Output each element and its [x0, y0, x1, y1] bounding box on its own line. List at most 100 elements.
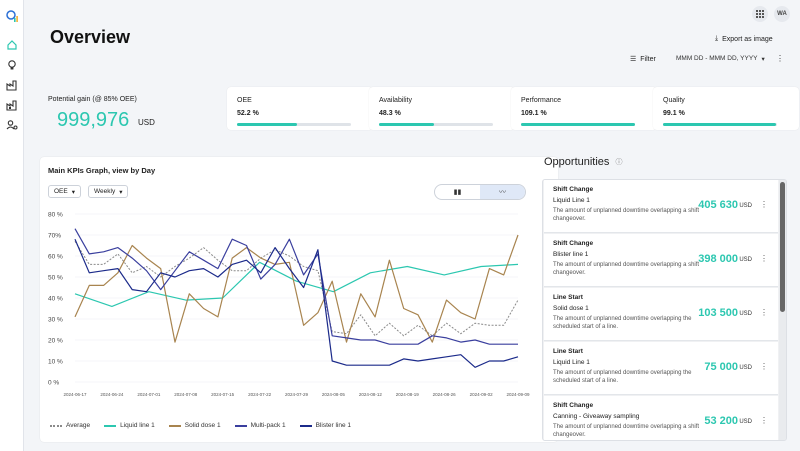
opportunity-card[interactable]: Line Start Solid dose 1 The amount of un… [544, 288, 778, 341]
more-options-icon[interactable]: ⋮ [760, 416, 768, 425]
opportunity-title: Line Start [553, 348, 583, 355]
opportunity-value: 398 000 [698, 253, 738, 265]
legend-multi-pack-1[interactable]: Multi-pack 1 [234, 422, 286, 429]
x-tick-label: 2024-06-17 [63, 392, 87, 397]
opportunity-unit: USD [739, 419, 752, 425]
more-options-icon[interactable]: ⋮ [776, 54, 784, 63]
legend-label: Liquid line 1 [120, 422, 155, 429]
chevron-down-icon: ▾ [71, 188, 75, 196]
y-tick-label: 10 % [48, 359, 63, 366]
kpi-card-performance[interactable]: Performance 109.1 % [511, 87, 657, 130]
kpi-value: 99.1 % [663, 110, 685, 117]
opportunity-card[interactable]: Line Start Liquid Line 1 The amount of u… [544, 342, 778, 395]
potential-gain-unit: USD [138, 118, 155, 127]
apps-grid-icon[interactable] [752, 6, 768, 22]
main-content: Overview WA ⤓ Export as image ☰ Filter M… [24, 0, 800, 451]
metric-select-value: OEE [54, 188, 68, 195]
opportunity-title: Shift Change [553, 186, 594, 193]
avatar[interactable]: WA [774, 6, 790, 22]
opportunity-card[interactable]: Shift Change Canning - Giveaway sampling… [544, 396, 778, 440]
opportunity-subtitle: Blister line 1 [553, 251, 589, 258]
user-settings-icon[interactable] [4, 117, 20, 133]
y-tick-label: 80 % [48, 212, 63, 219]
period-select[interactable]: Weekly ▾ [88, 185, 129, 198]
filter-button[interactable]: ☰ Filter [630, 55, 656, 64]
more-options-icon[interactable]: ⋮ [760, 254, 768, 263]
legend-average[interactable]: Average [50, 422, 90, 429]
legend-label: Multi-pack 1 [250, 422, 286, 429]
opportunity-card[interactable]: Shift Change Liquid Line 1 The amount of… [544, 180, 778, 233]
opportunity-description: The amount of unplanned downtime overlap… [553, 316, 692, 330]
opportunity-subtitle: Canning - Giveaway sampling [553, 413, 640, 420]
y-tick-label: 70% [48, 233, 61, 240]
scrollbar[interactable] [779, 180, 786, 440]
opportunities-list[interactable]: Shift Change Liquid Line 1 The amount of… [542, 179, 787, 441]
home-icon[interactable] [4, 37, 20, 53]
series-line-average [74, 241, 519, 337]
kpi-card-availability[interactable]: Availability 48.3 % [369, 87, 515, 130]
potential-gain: Potential gain (@ 85% OEE) 999,976 USD [48, 96, 155, 131]
export-label: Export as image [722, 35, 773, 43]
legend-solid-dose-1[interactable]: Solid dose 1 [168, 422, 221, 429]
date-range-select[interactable]: MMM DD - MMM DD, YYYY ▾ [676, 55, 765, 63]
download-icon: ⤓ [715, 35, 719, 42]
graph-title: Main KPIs Graph, view by Day [48, 166, 156, 175]
export-image-button[interactable]: ⤓ Export as image [715, 35, 773, 43]
kpi-progress-bar [663, 123, 777, 126]
opportunity-value: 75 000 [704, 361, 738, 373]
kpi-progress-bar [237, 123, 351, 126]
kpi-card-oee[interactable]: OEE 52.2 % [227, 87, 373, 130]
info-icon[interactable]: ⓘ [615, 159, 623, 166]
period-select-value: Weekly [94, 188, 116, 195]
opportunity-title: Shift Change [553, 402, 594, 409]
x-tick-label: 2024-08-26 [433, 392, 457, 397]
y-tick-label: 0 % [48, 380, 59, 387]
kpi-value: 52.2 % [237, 110, 259, 117]
y-tick-label: 60 % [48, 254, 63, 261]
series-line-multi-pack-1 [74, 228, 518, 345]
sidebar [0, 0, 24, 451]
kpi-progress-fill [663, 123, 776, 126]
series-line-liquid-line-1 [74, 261, 519, 307]
kpi-progress-bar [379, 123, 493, 126]
lightbulb-icon[interactable] [4, 57, 20, 73]
x-tick-label: 2024-09-02 [470, 392, 494, 397]
kpi-name: Performance [521, 97, 562, 104]
opportunity-description: The amount of unplanned downtime overlap… [553, 262, 700, 276]
opportunity-unit: USD [739, 203, 752, 209]
metric-select[interactable]: OEE ▾ [48, 185, 81, 198]
opportunity-subtitle: Liquid Line 1 [553, 197, 590, 204]
opportunity-description: The amount of unplanned downtime overlap… [553, 208, 700, 222]
legend-liquid-line-1[interactable]: Liquid line 1 [104, 422, 155, 429]
line-chart-icon: 〰 [499, 189, 506, 196]
kpi-card-quality[interactable]: Quality 99.1 % [653, 87, 799, 130]
x-tick-label: 2024-08-19 [396, 392, 420, 397]
filter-icon: ☰ [630, 56, 637, 63]
line-chart-toggle[interactable]: 〰 [480, 185, 525, 199]
x-tick-label: 2024-08-12 [359, 392, 383, 397]
opportunities-title: Opportunities [544, 156, 610, 168]
opportunity-card[interactable]: Shift Change Blister line 1 The amount o… [544, 234, 778, 287]
y-tick-label: 40 % [48, 296, 63, 303]
more-options-icon[interactable]: ⋮ [760, 308, 768, 317]
legend-blister-line-1[interactable]: Blister line 1 [299, 422, 351, 429]
bar-chart-toggle[interactable]: ▮▮ [435, 185, 480, 199]
y-tick-label: 20 % [48, 338, 63, 345]
chart-legend: Average Liquid line 1 Solid dose 1 Multi… [50, 422, 351, 429]
x-tick-label: 2024-08-05 [322, 392, 346, 397]
x-tick-label: 2024-07-08 [174, 392, 198, 397]
bar-chart-icon: ▮▮ [453, 189, 462, 196]
more-options-icon[interactable]: ⋮ [760, 362, 768, 371]
opportunity-unit: USD [739, 365, 752, 371]
opportunity-value: 103 500 [698, 307, 738, 319]
factory-alt-icon[interactable] [4, 97, 20, 113]
more-options-icon[interactable]: ⋮ [760, 200, 768, 209]
factory-icon[interactable] [4, 77, 20, 93]
app-logo-icon[interactable] [4, 8, 20, 24]
kpi-progress-fill [237, 123, 297, 126]
scrollbar-thumb[interactable] [780, 182, 785, 312]
kpi-value: 48.3 % [379, 110, 401, 117]
x-tick-label: 2024-07-01 [137, 392, 161, 397]
opportunity-title: Shift Change [553, 240, 594, 247]
kpi-progress-bar [521, 123, 635, 126]
